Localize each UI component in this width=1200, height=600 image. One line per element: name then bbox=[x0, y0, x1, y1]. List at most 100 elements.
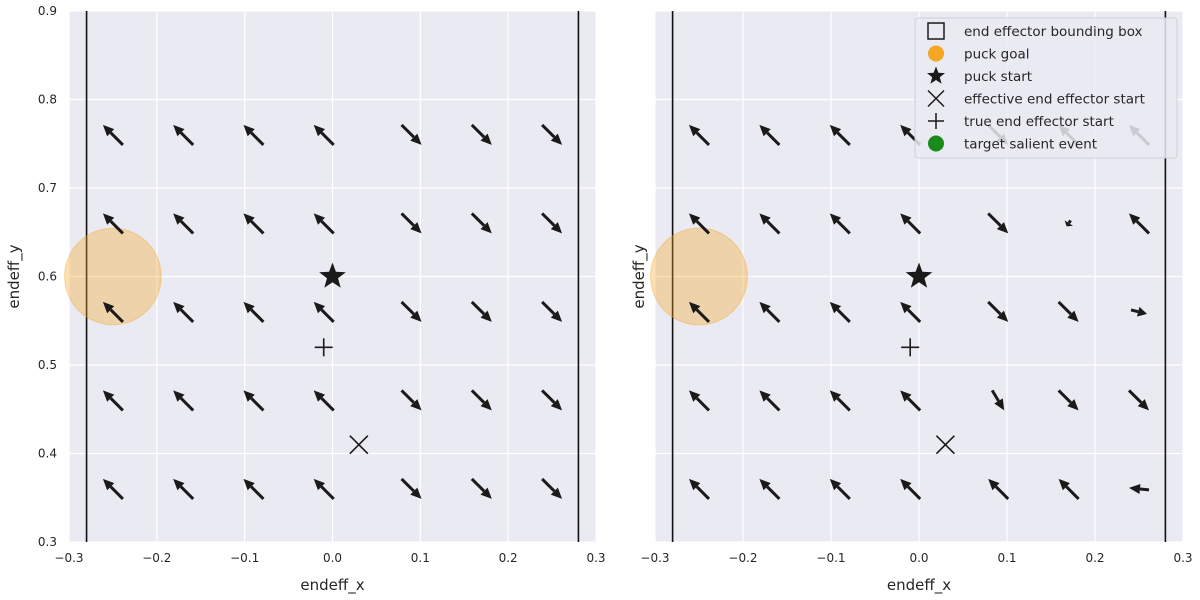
y-tick-label: 0.7 bbox=[38, 181, 57, 195]
quiver-arrow-shaft bbox=[1135, 220, 1151, 235]
puck-start-marker bbox=[905, 262, 933, 288]
quiver-arrow-head bbox=[1136, 306, 1147, 317]
quiver-arrow-head bbox=[829, 390, 842, 402]
quiver-arrow bbox=[759, 478, 781, 500]
quiver-arrow-shaft bbox=[906, 308, 922, 323]
quiver-arrow-head bbox=[550, 399, 563, 411]
y-tick-label: 0.6 bbox=[38, 270, 57, 284]
x-tick-label: −0.2 bbox=[728, 551, 757, 565]
star-shape bbox=[927, 66, 945, 84]
quiver-arrow-head bbox=[313, 478, 326, 491]
legend-entry-label: end effector bounding box bbox=[964, 24, 1143, 40]
quiver-arrow-head bbox=[1129, 484, 1141, 494]
y-tick-label: 0.8 bbox=[38, 93, 57, 107]
quiver-arrow bbox=[313, 301, 335, 323]
quiver-arrow-head bbox=[550, 133, 563, 145]
quiver-arrow-shaft bbox=[109, 485, 124, 500]
quiver-arrow-head bbox=[1137, 399, 1149, 411]
quiver-arrow bbox=[689, 213, 711, 235]
quiver-arrow-head bbox=[900, 301, 912, 314]
quiver-arrow-head bbox=[173, 390, 185, 402]
quiver-arrow-head bbox=[173, 301, 185, 314]
quiver-arrow-shaft bbox=[766, 220, 781, 235]
quiver-arrow-shaft bbox=[1057, 300, 1072, 316]
quiver-arrow-head bbox=[900, 124, 912, 137]
x-tick-label: −0.1 bbox=[816, 551, 845, 565]
quiver-arrow-head bbox=[759, 213, 771, 225]
left-quiver-plot: −0.3 −0.2 −0.1 0.0 0.1 0.2 0.3 0.3 0.4 0.5 0.6 0.7 0… bbox=[5, 4, 606, 595]
quiver-arrow-head bbox=[759, 478, 771, 491]
x-tick-label: −0.2 bbox=[142, 551, 171, 565]
quiver-arrow-shaft bbox=[470, 300, 486, 316]
quiver-arrow bbox=[759, 124, 781, 146]
legend-marker-star bbox=[927, 66, 945, 84]
x-tick-label: 0.0 bbox=[909, 551, 928, 565]
quiver-arrow-head bbox=[996, 222, 1009, 234]
y-tick-label: 0.9 bbox=[38, 4, 57, 18]
quiver-arrow-head bbox=[759, 390, 771, 402]
quiver-arrow-shaft bbox=[109, 308, 124, 323]
quiver-arrow-head bbox=[900, 478, 912, 491]
legend-box bbox=[914, 17, 1178, 159]
quiver-arrow-shaft bbox=[179, 485, 195, 500]
quiver-arrow bbox=[400, 212, 422, 234]
y-tick-label: 0.3 bbox=[38, 535, 57, 549]
quiver-arrow-shaft bbox=[541, 389, 556, 404]
quiver-arrow-shaft bbox=[1057, 389, 1072, 404]
quiver-arrow bbox=[243, 390, 265, 412]
quiver-arrow-head bbox=[313, 301, 326, 314]
quiver-arrow bbox=[173, 213, 195, 235]
quiver-arrow-head bbox=[243, 124, 255, 137]
quiver-arrow bbox=[541, 123, 563, 145]
quiver-arrow bbox=[1058, 478, 1080, 500]
quiver-arrow bbox=[987, 212, 1009, 234]
quiver-arrow bbox=[900, 390, 922, 412]
x-tick-label: −0.3 bbox=[640, 551, 669, 565]
legend: end effector bounding box puck goal puck s… bbox=[914, 17, 1178, 159]
x-tick-label: 0.0 bbox=[323, 551, 342, 565]
quiver-arrow-head bbox=[243, 301, 255, 314]
quiver-arrow-shaft bbox=[470, 477, 486, 493]
quiver-arrow-head bbox=[410, 487, 422, 499]
quiver-arrow-shaft bbox=[320, 397, 335, 412]
quiver-arrow bbox=[689, 390, 711, 412]
quiver-arrow-head bbox=[243, 390, 255, 402]
quiver-arrow-head bbox=[689, 301, 701, 314]
quiver-arrow-head bbox=[689, 478, 701, 491]
quiver-arrow-head bbox=[313, 213, 326, 225]
right-quiver-plot: −0.3 −0.2 −0.1 0.0 0.1 0.2 0.3 endeff_x endeff_y… bbox=[630, 10, 1193, 595]
quiver-arrow-head bbox=[173, 213, 185, 225]
quiver-arrow bbox=[829, 301, 851, 323]
quiver-arrow bbox=[759, 390, 781, 412]
quiver-arrow bbox=[470, 212, 492, 234]
true-end-effector-start-marker bbox=[314, 338, 333, 357]
x-tick-label: 0.3 bbox=[1173, 551, 1192, 565]
quiver-arrow-shaft bbox=[1127, 389, 1143, 404]
quiver-arrow-shaft bbox=[179, 308, 195, 323]
quiver-arrow-head bbox=[900, 213, 912, 225]
quiver-arrow bbox=[102, 213, 124, 235]
quiver-arrow bbox=[1129, 484, 1150, 494]
quiver-arrow-head bbox=[243, 213, 255, 225]
quiver-arrow bbox=[1127, 389, 1149, 411]
quiver-arrow-head bbox=[480, 222, 492, 234]
x-axis-label: endeff_x bbox=[887, 576, 951, 595]
quiver-arrow-head bbox=[550, 222, 563, 234]
quiver-arrow-shaft bbox=[400, 477, 415, 493]
x-axis-label: endeff_x bbox=[300, 576, 364, 595]
quiver-arrow bbox=[243, 213, 265, 235]
quiver-arrow bbox=[313, 124, 335, 146]
legend-marker-circle bbox=[928, 135, 944, 152]
effective-end-effector-start-marker bbox=[935, 435, 955, 455]
quiver-arrow bbox=[689, 124, 711, 146]
quiver-arrow-head bbox=[550, 487, 563, 499]
legend-marker-plus bbox=[928, 113, 944, 129]
x-tick-label: 0.1 bbox=[997, 551, 1016, 565]
puck-goal-marker bbox=[650, 227, 748, 326]
puck-start-marker bbox=[319, 262, 346, 288]
quiver-arrow bbox=[313, 213, 335, 235]
circle-shape bbox=[928, 45, 944, 62]
quiver-arrow-shaft bbox=[179, 397, 195, 412]
quiver-arrow bbox=[541, 477, 563, 499]
quiver-arrow-shaft bbox=[695, 220, 711, 235]
